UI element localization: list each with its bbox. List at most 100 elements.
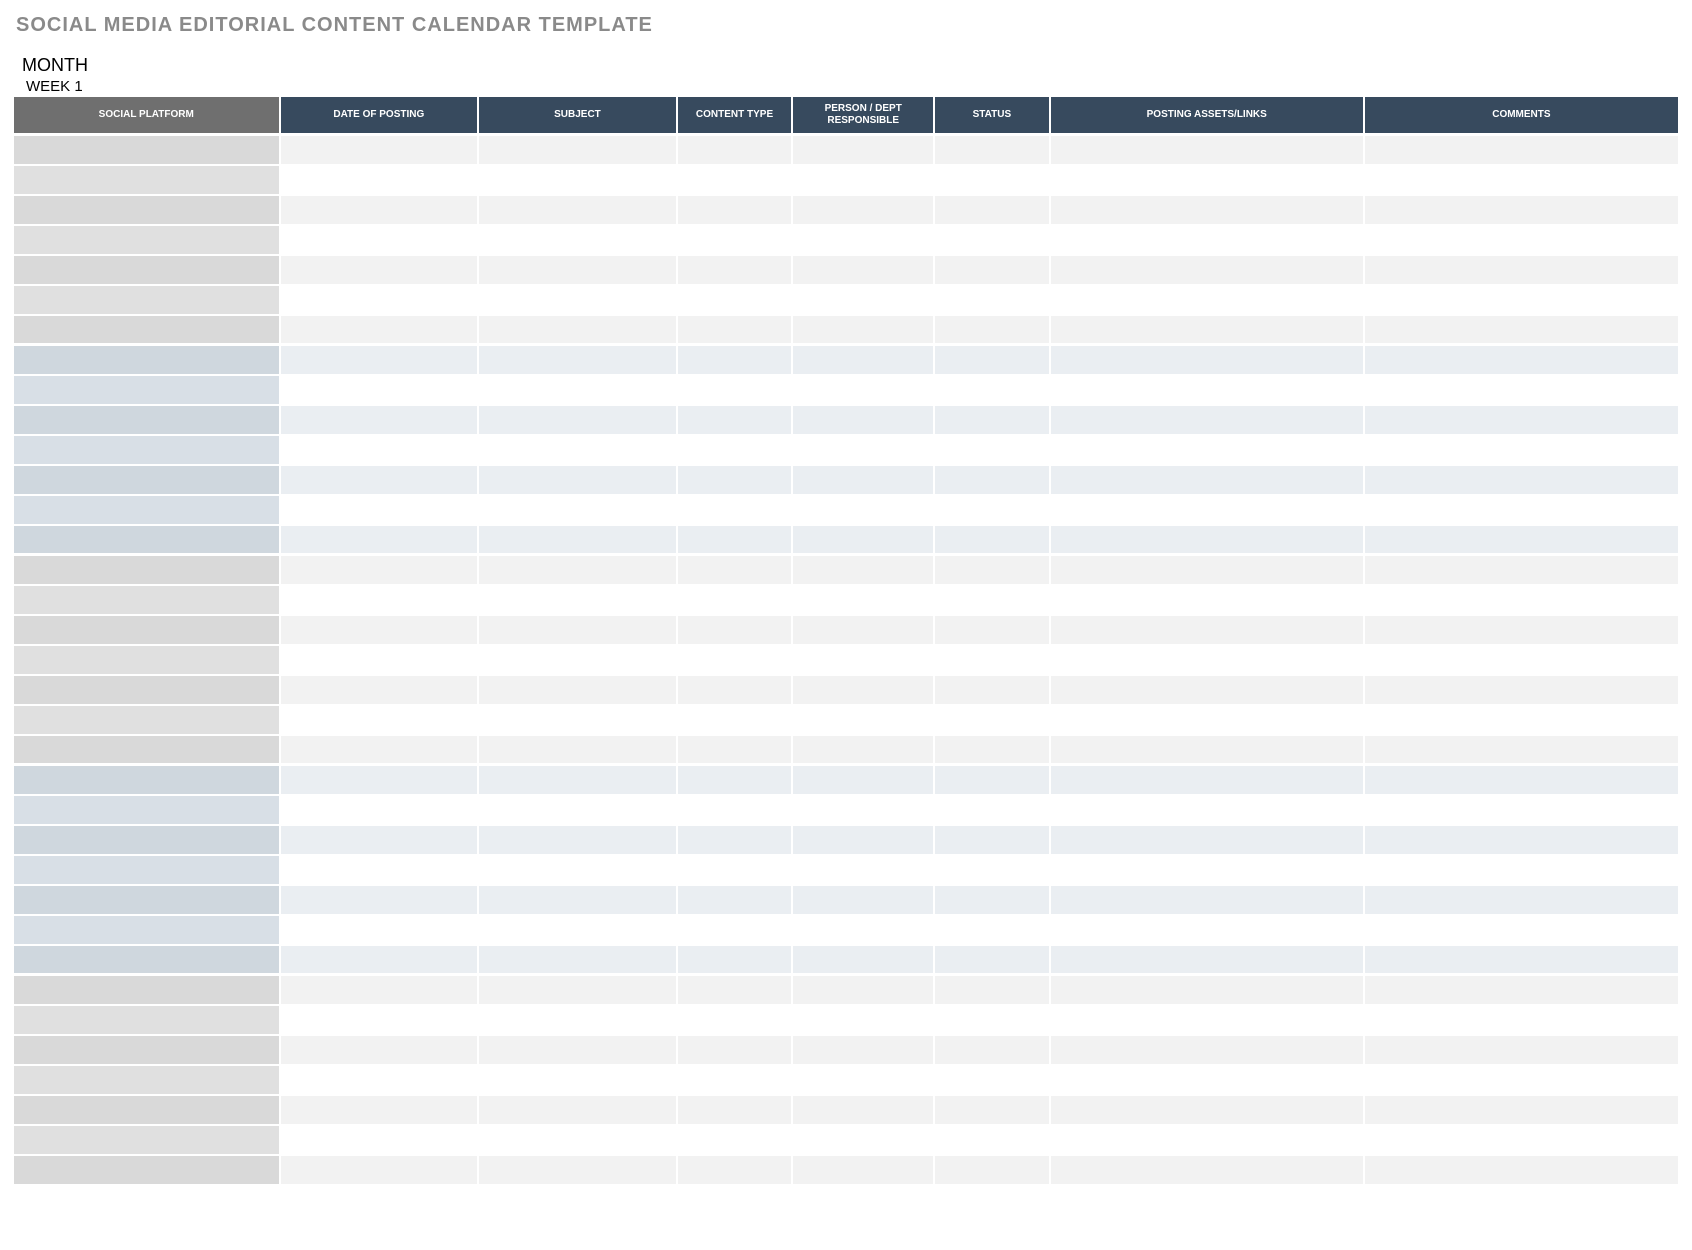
cell-subject[interactable]: [478, 1065, 677, 1095]
cell-platform[interactable]: [14, 495, 280, 525]
cell-subject[interactable]: [478, 435, 677, 465]
cell-platform[interactable]: [14, 735, 280, 765]
cell-platform[interactable]: [14, 885, 280, 915]
cell-assets[interactable]: [1050, 825, 1364, 855]
cell-assets[interactable]: [1050, 1155, 1364, 1185]
cell-date[interactable]: [280, 735, 479, 765]
cell-ctype[interactable]: [677, 345, 793, 375]
cell-person[interactable]: [792, 435, 934, 465]
cell-date[interactable]: [280, 975, 479, 1005]
cell-status[interactable]: [934, 615, 1050, 645]
cell-status[interactable]: [934, 1035, 1050, 1065]
cell-status[interactable]: [934, 705, 1050, 735]
cell-assets[interactable]: [1050, 345, 1364, 375]
cell-assets[interactable]: [1050, 585, 1364, 615]
cell-date[interactable]: [280, 555, 479, 585]
cell-assets[interactable]: [1050, 1065, 1364, 1095]
cell-person[interactable]: [792, 135, 934, 165]
cell-person[interactable]: [792, 195, 934, 225]
cell-ctype[interactable]: [677, 255, 793, 285]
cell-date[interactable]: [280, 495, 479, 525]
cell-assets[interactable]: [1050, 255, 1364, 285]
cell-date[interactable]: [280, 885, 479, 915]
cell-ctype[interactable]: [677, 795, 793, 825]
cell-subject[interactable]: [478, 405, 677, 435]
cell-date[interactable]: [280, 135, 479, 165]
cell-date[interactable]: [280, 345, 479, 375]
cell-subject[interactable]: [478, 135, 677, 165]
cell-date[interactable]: [280, 1095, 479, 1125]
cell-ctype[interactable]: [677, 945, 793, 975]
cell-ctype[interactable]: [677, 885, 793, 915]
cell-assets[interactable]: [1050, 675, 1364, 705]
cell-platform[interactable]: [14, 315, 280, 345]
cell-status[interactable]: [934, 405, 1050, 435]
cell-platform[interactable]: [14, 525, 280, 555]
cell-assets[interactable]: [1050, 765, 1364, 795]
cell-platform[interactable]: [14, 1035, 280, 1065]
cell-date[interactable]: [280, 525, 479, 555]
cell-platform[interactable]: [14, 195, 280, 225]
cell-ctype[interactable]: [677, 825, 793, 855]
cell-platform[interactable]: [14, 645, 280, 675]
cell-comments[interactable]: [1364, 585, 1678, 615]
cell-ctype[interactable]: [677, 405, 793, 435]
cell-status[interactable]: [934, 1125, 1050, 1155]
cell-date[interactable]: [280, 1125, 479, 1155]
cell-person[interactable]: [792, 1155, 934, 1185]
cell-assets[interactable]: [1050, 165, 1364, 195]
cell-assets[interactable]: [1050, 705, 1364, 735]
cell-ctype[interactable]: [677, 915, 793, 945]
cell-subject[interactable]: [478, 945, 677, 975]
cell-subject[interactable]: [478, 765, 677, 795]
cell-comments[interactable]: [1364, 165, 1678, 195]
cell-platform[interactable]: [14, 975, 280, 1005]
cell-status[interactable]: [934, 135, 1050, 165]
cell-person[interactable]: [792, 795, 934, 825]
cell-date[interactable]: [280, 615, 479, 645]
cell-assets[interactable]: [1050, 615, 1364, 645]
cell-assets[interactable]: [1050, 555, 1364, 585]
cell-comments[interactable]: [1364, 555, 1678, 585]
cell-assets[interactable]: [1050, 645, 1364, 675]
cell-status[interactable]: [934, 1065, 1050, 1095]
cell-comments[interactable]: [1364, 1005, 1678, 1035]
cell-platform[interactable]: [14, 615, 280, 645]
cell-assets[interactable]: [1050, 405, 1364, 435]
cell-person[interactable]: [792, 975, 934, 1005]
cell-comments[interactable]: [1364, 135, 1678, 165]
cell-ctype[interactable]: [677, 165, 793, 195]
cell-comments[interactable]: [1364, 405, 1678, 435]
cell-status[interactable]: [934, 495, 1050, 525]
cell-subject[interactable]: [478, 525, 677, 555]
cell-ctype[interactable]: [677, 765, 793, 795]
cell-comments[interactable]: [1364, 495, 1678, 525]
cell-ctype[interactable]: [677, 1125, 793, 1155]
cell-assets[interactable]: [1050, 525, 1364, 555]
cell-comments[interactable]: [1364, 645, 1678, 675]
cell-person[interactable]: [792, 555, 934, 585]
cell-subject[interactable]: [478, 915, 677, 945]
cell-comments[interactable]: [1364, 315, 1678, 345]
cell-ctype[interactable]: [677, 225, 793, 255]
cell-status[interactable]: [934, 1155, 1050, 1185]
cell-platform[interactable]: [14, 345, 280, 375]
cell-status[interactable]: [934, 945, 1050, 975]
cell-ctype[interactable]: [677, 585, 793, 615]
cell-ctype[interactable]: [677, 975, 793, 1005]
cell-assets[interactable]: [1050, 1125, 1364, 1155]
cell-comments[interactable]: [1364, 915, 1678, 945]
cell-status[interactable]: [934, 375, 1050, 405]
cell-platform[interactable]: [14, 765, 280, 795]
cell-date[interactable]: [280, 315, 479, 345]
cell-person[interactable]: [792, 735, 934, 765]
cell-comments[interactable]: [1364, 615, 1678, 645]
cell-subject[interactable]: [478, 465, 677, 495]
cell-date[interactable]: [280, 285, 479, 315]
cell-person[interactable]: [792, 525, 934, 555]
cell-person[interactable]: [792, 825, 934, 855]
cell-status[interactable]: [934, 1005, 1050, 1035]
cell-date[interactable]: [280, 165, 479, 195]
cell-status[interactable]: [934, 165, 1050, 195]
cell-subject[interactable]: [478, 285, 677, 315]
